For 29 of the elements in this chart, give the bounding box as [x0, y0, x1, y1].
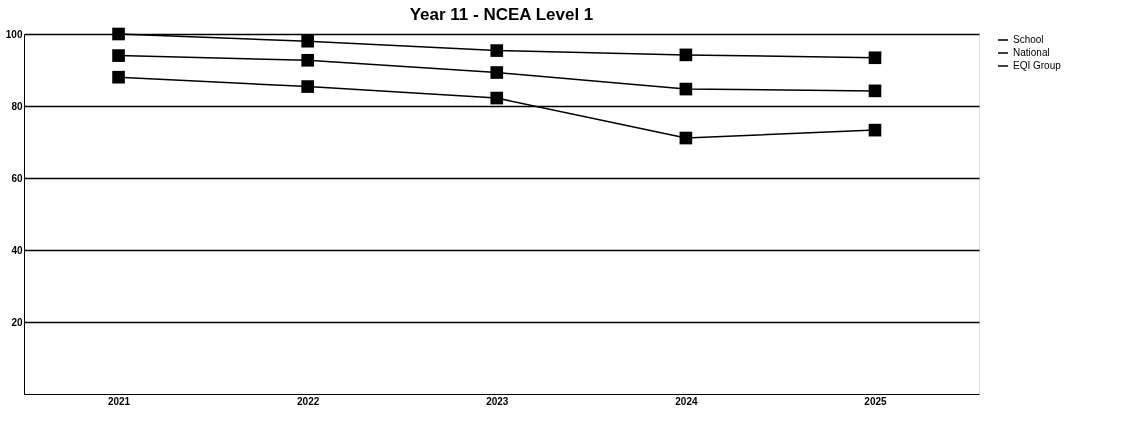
x-tick-label: 2024 — [675, 395, 698, 407]
point — [112, 49, 125, 62]
point — [679, 82, 693, 96]
point — [868, 123, 882, 137]
y-tick-label: 100 — [5, 28, 23, 40]
y-tick-label: 20 — [11, 316, 23, 328]
point — [112, 70, 125, 84]
x-tick-label: 2022 — [297, 395, 320, 407]
point — [301, 80, 314, 93]
point — [490, 44, 504, 57]
x-tick-label: 2021 — [107, 395, 131, 407]
x-tick-label: 2025 — [864, 395, 888, 407]
point — [301, 53, 314, 67]
legend-label: School — [1013, 34, 1044, 45]
point — [679, 48, 693, 62]
point — [490, 91, 504, 105]
legend-label: EQI Group — [1013, 60, 1062, 71]
x-tick-label: 2023 — [486, 395, 509, 407]
chart-title: Year 11 - NCEA Level 1 — [409, 4, 594, 24]
y-tick-label: 60 — [11, 172, 23, 184]
point — [868, 84, 882, 98]
y-tick-label: 40 — [11, 244, 23, 256]
point — [112, 27, 125, 41]
point — [679, 131, 693, 145]
point — [490, 66, 504, 79]
legend-label: National — [1013, 47, 1050, 58]
y-tick-label: 80 — [11, 100, 23, 112]
point — [301, 34, 314, 48]
point — [868, 51, 882, 65]
